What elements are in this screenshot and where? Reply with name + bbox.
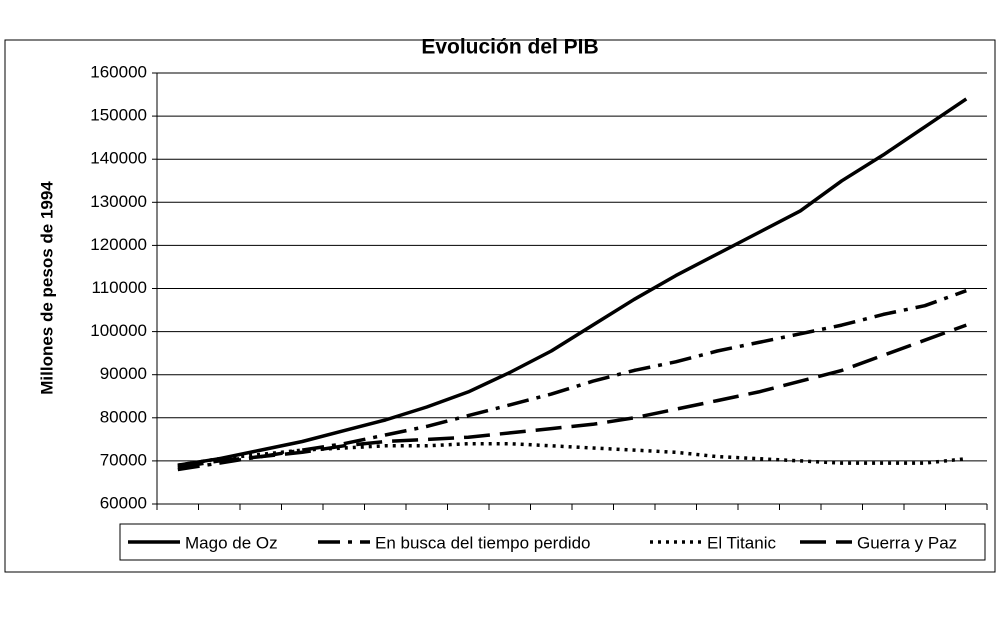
y-tick-label: 150000 [90,106,147,125]
series-line [177,289,967,472]
legend-label: El Titanic [707,533,776,552]
legend-label: Guerra y Paz [857,533,957,552]
legend-label: Mago de Oz [185,533,278,552]
y-axis-label: Millones de pesos de 1994 [37,181,56,395]
legend-label: En busca del tiempo perdido [375,533,590,552]
y-tick-label: 160000 [90,62,147,81]
y-tick-label: 130000 [90,192,147,211]
series-line [177,441,967,467]
y-tick-label: 120000 [90,235,147,254]
series-line [177,323,967,470]
chart-frame [4,39,996,573]
y-tick-label: 110000 [92,278,147,297]
y-tick-label: 100000 [90,321,147,340]
y-tick-label: 60000 [100,493,147,512]
y-tick-label: 70000 [100,450,147,469]
y-tick-label: 90000 [100,364,147,383]
y-tick-label: 140000 [90,149,147,168]
chart-title: Evolución del PIB [421,36,598,59]
series-line [177,97,968,467]
y-tick-label: 80000 [100,407,147,426]
